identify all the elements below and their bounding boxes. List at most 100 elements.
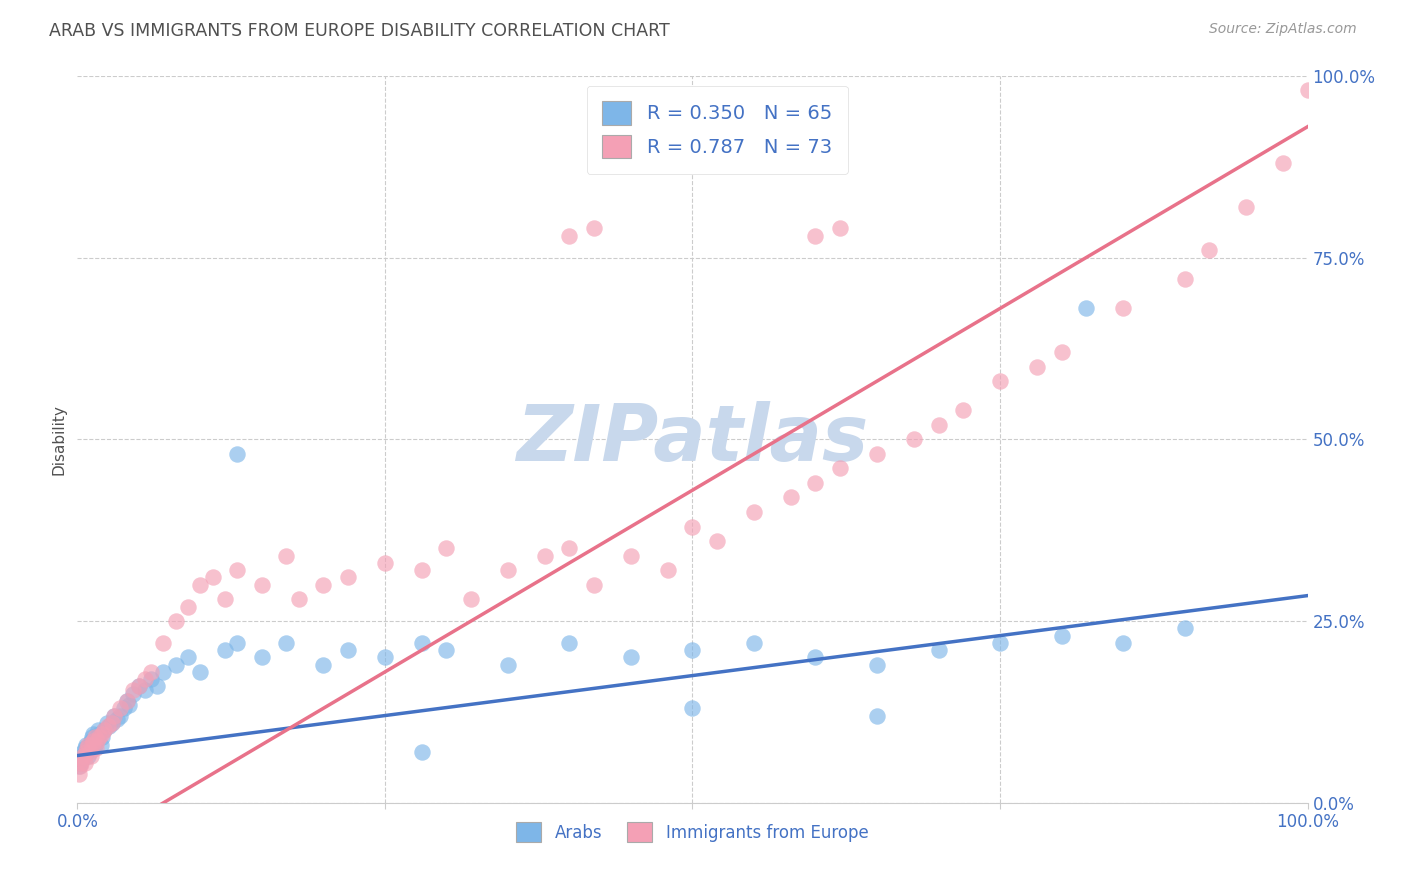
Point <box>97 719 120 733</box>
Point <box>276 549 298 563</box>
Point <box>115 694 138 708</box>
Point <box>250 578 273 592</box>
Point <box>82 734 104 748</box>
Point <box>121 687 143 701</box>
Point <box>177 599 200 614</box>
Point <box>75 745 97 759</box>
Text: Source: ZipAtlas.com: Source: ZipAtlas.com <box>1209 22 1357 37</box>
Point <box>103 708 125 723</box>
Point <box>226 636 249 650</box>
Point <box>1272 156 1295 170</box>
Point <box>374 556 396 570</box>
Point <box>436 643 458 657</box>
Point <box>1076 301 1098 316</box>
Point <box>84 741 107 756</box>
Point <box>128 680 150 694</box>
Point <box>1174 621 1197 635</box>
Point <box>67 766 90 780</box>
Point <box>988 636 1011 650</box>
Point <box>112 701 135 715</box>
Point <box>121 683 143 698</box>
Text: ARAB VS IMMIGRANTS FROM EUROPE DISABILITY CORRELATION CHART: ARAB VS IMMIGRANTS FROM EUROPE DISABILIT… <box>49 22 671 40</box>
Point <box>706 534 728 549</box>
Point <box>312 657 335 672</box>
Point <box>1112 636 1135 650</box>
Point <box>866 708 889 723</box>
Point <box>583 221 606 235</box>
Point <box>115 694 138 708</box>
Point <box>177 650 200 665</box>
Point <box>110 708 132 723</box>
Point <box>682 519 704 533</box>
Point <box>82 731 104 745</box>
Point <box>75 738 97 752</box>
Point <box>620 650 643 665</box>
Point <box>101 715 124 730</box>
Point <box>118 698 141 712</box>
Point <box>69 756 91 770</box>
Point <box>288 592 311 607</box>
Point <box>152 636 174 650</box>
Point <box>134 672 156 686</box>
Point <box>583 578 606 592</box>
Y-axis label: Disability: Disability <box>51 404 66 475</box>
Point <box>77 748 100 763</box>
Point <box>1174 272 1197 286</box>
Point <box>86 731 108 745</box>
Point <box>988 374 1011 388</box>
Point <box>93 723 115 737</box>
Point <box>188 578 212 592</box>
Point <box>804 475 827 490</box>
Point <box>90 731 114 745</box>
Point <box>76 745 98 759</box>
Point <box>657 563 679 577</box>
Point <box>96 715 118 730</box>
Point <box>70 752 93 766</box>
Point <box>165 614 187 628</box>
Point <box>558 541 581 556</box>
Point <box>250 650 273 665</box>
Point <box>1026 359 1049 374</box>
Point <box>804 650 827 665</box>
Point <box>79 745 101 759</box>
Point <box>1198 244 1220 258</box>
Point <box>89 731 111 745</box>
Point <box>201 570 224 584</box>
Point <box>928 643 950 657</box>
Point <box>73 756 96 770</box>
Point <box>214 592 236 607</box>
Point <box>411 636 433 650</box>
Point <box>73 741 96 756</box>
Point <box>98 719 121 733</box>
Point <box>76 741 98 756</box>
Point <box>337 570 360 584</box>
Point <box>226 447 249 461</box>
Point <box>742 636 765 650</box>
Point <box>77 738 100 752</box>
Point <box>67 759 90 773</box>
Point <box>496 563 519 577</box>
Point <box>105 712 128 726</box>
Point <box>558 228 581 243</box>
Point <box>86 734 108 748</box>
Point <box>952 403 974 417</box>
Point <box>460 592 482 607</box>
Point <box>411 563 433 577</box>
Point <box>928 417 950 432</box>
Point <box>141 672 163 686</box>
Point <box>89 727 111 741</box>
Point <box>141 665 163 679</box>
Point <box>70 752 93 766</box>
Point <box>276 636 298 650</box>
Point <box>1050 629 1073 643</box>
Point <box>226 563 249 577</box>
Point <box>165 657 187 672</box>
Point <box>101 715 124 730</box>
Point <box>188 665 212 679</box>
Point <box>682 701 704 715</box>
Point <box>82 727 104 741</box>
Point <box>134 683 156 698</box>
Point <box>80 748 103 763</box>
Point <box>90 727 114 741</box>
Point <box>1112 301 1135 316</box>
